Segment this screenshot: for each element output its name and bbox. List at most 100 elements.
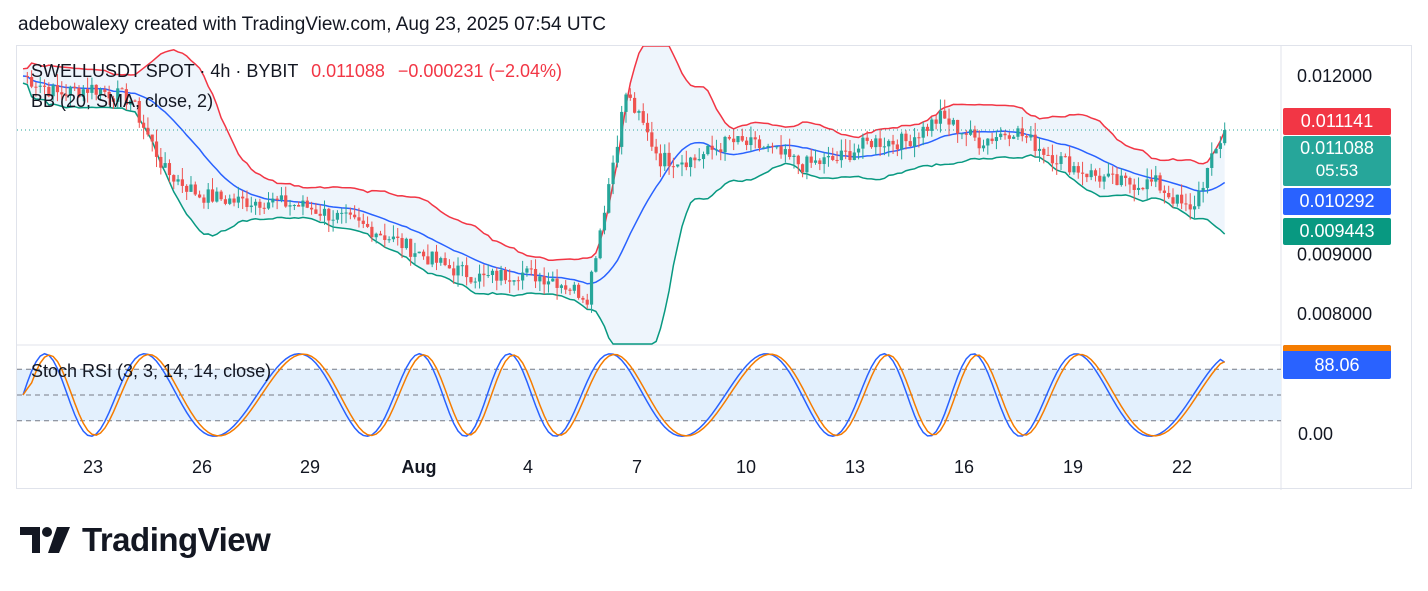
candle-body xyxy=(305,200,309,208)
candle-body xyxy=(301,200,305,207)
candle-body xyxy=(568,289,572,291)
candle-body xyxy=(1188,204,1192,210)
candle-body xyxy=(861,137,865,149)
candle-body xyxy=(598,230,602,259)
candle-body xyxy=(559,285,563,288)
candle-body xyxy=(1205,167,1210,188)
candle-body xyxy=(779,146,783,155)
time-axis-label: Aug xyxy=(402,457,437,477)
candle-body xyxy=(314,209,318,214)
price-axis-label: 0.008000 xyxy=(1297,304,1372,324)
candle-body xyxy=(856,148,861,153)
candle-body xyxy=(365,223,370,227)
candle-body xyxy=(542,276,546,285)
stoch-rsi-d-line xyxy=(22,353,1226,437)
candle-body xyxy=(219,191,223,200)
candle-body xyxy=(1154,175,1158,182)
candle-body xyxy=(585,299,589,305)
candle-body xyxy=(1197,190,1201,207)
candle-body xyxy=(887,140,891,147)
candle-body xyxy=(831,156,835,160)
candle-body xyxy=(1158,175,1162,191)
candle-body xyxy=(792,155,796,157)
candle-body xyxy=(1145,179,1149,190)
candle-body xyxy=(60,92,64,95)
candle-body xyxy=(77,88,81,98)
candle-body xyxy=(335,212,340,220)
bb-basis-price-tag: 0.010292 xyxy=(1283,188,1391,215)
candle-body xyxy=(34,86,38,88)
candle-body xyxy=(607,184,611,213)
candle-body xyxy=(124,89,128,105)
bb-lower-price-tag: 0.009443 xyxy=(1283,218,1391,245)
candle-body xyxy=(473,281,477,283)
candle-body xyxy=(611,162,615,185)
candle-body xyxy=(309,207,314,210)
candle-body xyxy=(413,253,417,257)
chart-frame[interactable]: 0.012000 0.009000 0.008000 0.00 23 26 29 Aug 4 7 1… xyxy=(16,45,1413,490)
time-axis-label: 16 xyxy=(954,457,974,477)
candle-body xyxy=(172,175,176,182)
candle-body xyxy=(1218,143,1222,149)
candle-body xyxy=(671,166,675,168)
candle-body xyxy=(1085,173,1089,178)
candle-body xyxy=(912,137,917,147)
candle-body xyxy=(895,144,899,150)
candle-body xyxy=(848,151,852,161)
candle-body xyxy=(1192,206,1197,210)
candle-body xyxy=(236,196,240,203)
candle-body xyxy=(516,280,520,282)
candle-body xyxy=(813,160,818,163)
candle-body xyxy=(284,195,288,207)
candle-body xyxy=(503,269,507,281)
candle-body xyxy=(163,163,167,168)
candle-body xyxy=(986,138,990,146)
candle-body xyxy=(1016,128,1020,137)
candle-body xyxy=(1037,148,1042,151)
candle-body xyxy=(818,160,822,165)
candle-body xyxy=(202,197,206,203)
bb-fill xyxy=(23,46,1225,344)
time-axis-label: 7 xyxy=(632,457,642,477)
candle-body xyxy=(572,284,576,291)
candle-body xyxy=(391,236,396,240)
candle-body xyxy=(968,129,973,135)
candle-body xyxy=(869,140,874,148)
candle-body xyxy=(710,145,714,150)
candle-body xyxy=(223,199,228,204)
candle-body xyxy=(185,185,189,192)
candle-body xyxy=(47,86,51,97)
candle-body xyxy=(499,269,503,281)
candle-body xyxy=(193,184,197,195)
candle-body xyxy=(460,265,464,267)
candle-body xyxy=(508,280,512,282)
candle-body xyxy=(753,137,757,140)
candle-body xyxy=(577,284,581,298)
price-axis-label: 0.009000 xyxy=(1297,245,1372,265)
candle-body xyxy=(775,146,779,148)
candle-body xyxy=(1055,163,1059,165)
price-chart-svg[interactable]: 0.012000 0.009000 0.008000 0.00 23 26 29 Aug 4 7 1… xyxy=(17,46,1413,490)
candle-body xyxy=(116,88,120,102)
candle-body xyxy=(525,268,529,273)
time-axis-label: 19 xyxy=(1063,457,1083,477)
candle-body xyxy=(154,141,159,157)
candle-body xyxy=(714,149,719,151)
candle-body xyxy=(994,137,999,142)
candle-body xyxy=(615,146,619,163)
candle-body xyxy=(51,85,55,97)
candle-body xyxy=(878,138,882,147)
last-price-value: 0.011088 xyxy=(1300,138,1374,158)
candle-body xyxy=(1167,192,1171,198)
tradingview-logo: TradingView xyxy=(20,521,271,559)
candle-body xyxy=(1136,187,1141,190)
candle-body xyxy=(1003,133,1007,136)
candle-body xyxy=(1162,190,1166,193)
candle-body xyxy=(167,163,172,176)
candle-body xyxy=(736,136,740,143)
candle-body xyxy=(925,126,930,131)
chart-attribution: adebowalexy created with TradingView.com… xyxy=(18,14,606,35)
candle-body xyxy=(68,86,72,96)
stoch-rsi-axis-label: 0.00 xyxy=(1298,424,1333,444)
candle-body xyxy=(288,205,292,207)
